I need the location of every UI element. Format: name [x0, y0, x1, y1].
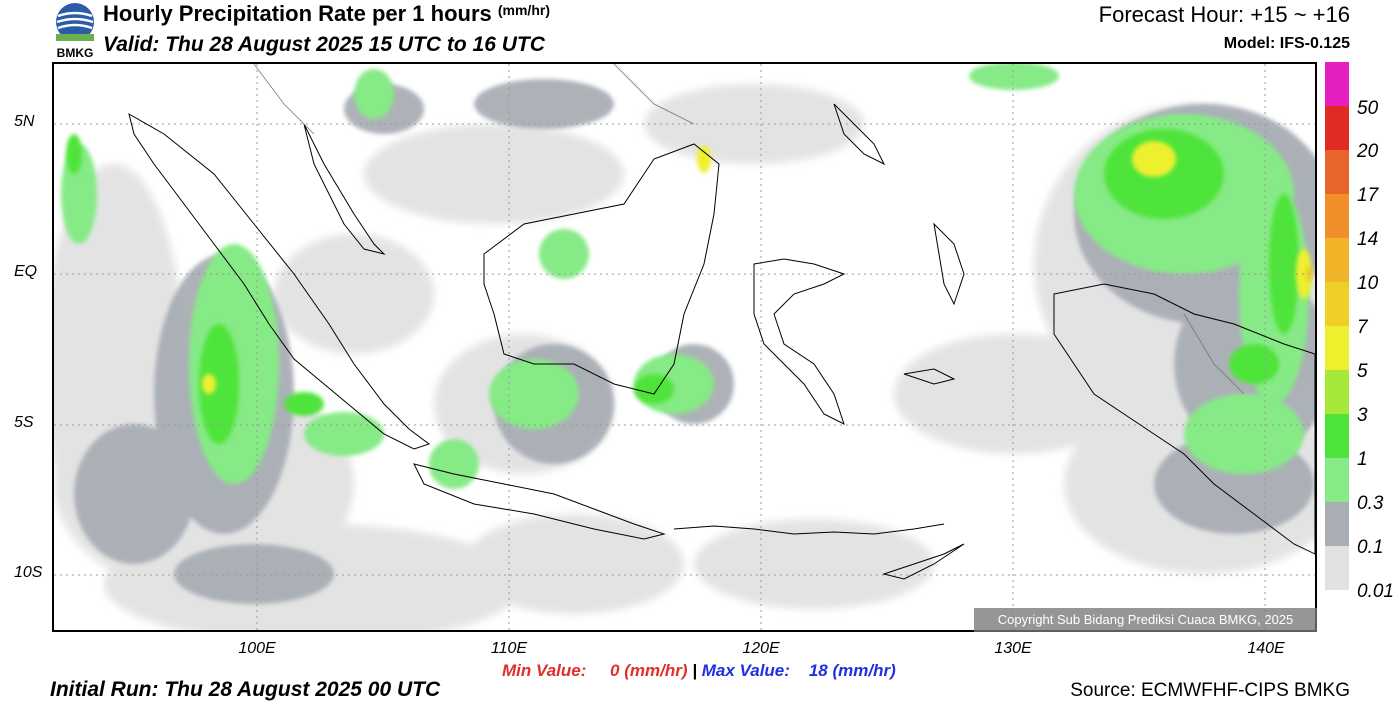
colorbar-segment: [1325, 414, 1349, 458]
lat-label-5s: 5S: [14, 414, 34, 431]
colorbar-segment: [1325, 150, 1349, 194]
precipitation-colorbar: [1325, 62, 1349, 590]
separator: |: [692, 661, 697, 680]
colorbar-segment: [1325, 326, 1349, 370]
forecast-hour: Forecast Hour: +15 ~ +16: [1098, 2, 1350, 27]
map-canvas: [54, 64, 1315, 630]
max-label: Max Value:: [701, 661, 790, 680]
colorbar-label: 0.1: [1357, 537, 1384, 558]
colorbar-segment: [1325, 458, 1349, 502]
colorbar-label: 17: [1357, 185, 1379, 206]
lon-label-130e: 130E: [994, 640, 1032, 657]
title-unit: (mm/hr): [497, 2, 550, 18]
lat-label-eq: EQ: [14, 263, 38, 280]
logo-text: BMKG: [57, 46, 94, 60]
min-label: Min Value:: [502, 661, 587, 680]
colorbar-label: 1: [1357, 449, 1368, 470]
colorbar-segment: [1325, 370, 1349, 414]
max-value: 18: [808, 661, 828, 680]
max-unit: (mm/hr): [832, 661, 896, 680]
lat-label-10s: 10S: [14, 564, 43, 581]
valid-time: Valid: Thu 28 August 2025 15 UTC to 16 U…: [103, 33, 545, 56]
lon-label-110e: 110E: [490, 640, 528, 657]
colorbar-label: 0.3: [1357, 493, 1384, 514]
colorbar-label: 7: [1357, 317, 1368, 338]
colorbar-label: 0.01: [1357, 581, 1394, 602]
model-name: Model: IFS-0.125: [1223, 35, 1350, 52]
colorbar-label: 3: [1357, 405, 1368, 426]
map-title: Hourly Precipitation Rate per 1 hours (m…: [103, 1, 550, 27]
precipitation-map: [52, 62, 1317, 632]
colorbar-label: 50: [1357, 98, 1379, 119]
colorbar-label: 10: [1357, 273, 1379, 294]
colorbar-label: 14: [1357, 229, 1379, 250]
colorbar-segment: [1325, 194, 1349, 238]
colorbar-segment: [1325, 282, 1349, 326]
colorbar-segment: [1325, 502, 1349, 546]
colorbar-segment: [1325, 238, 1349, 282]
title-text: Hourly Precipitation Rate per 1 hours: [103, 1, 492, 26]
lat-label-5n: 5N: [14, 113, 35, 130]
min-value: 0: [610, 661, 620, 680]
lon-label-100e: 100E: [238, 640, 276, 657]
initial-run: Initial Run: Thu 28 August 2025 00 UTC: [50, 678, 441, 701]
copyright-notice: Copyright Sub Bidang Prediksi Cuaca BMKG…: [974, 608, 1317, 632]
colorbar-segment: [1325, 106, 1349, 150]
lon-label-140e: 140E: [1247, 640, 1285, 657]
bmkg-logo: BMKG: [52, 0, 98, 60]
colorbar-segment: [1325, 546, 1349, 590]
lon-label-120e: 120E: [742, 640, 780, 657]
min-max-values: Min Value: 0 (mm/hr) | Max Value: 18 (mm…: [502, 661, 896, 681]
min-unit: (mm/hr): [624, 661, 688, 680]
colorbar-label: 20: [1357, 141, 1379, 162]
colorbar-segment: [1325, 62, 1349, 106]
data-source: Source: ECMWFHF-CIPS BMKG: [1070, 680, 1350, 701]
colorbar-label: 5: [1357, 361, 1368, 382]
